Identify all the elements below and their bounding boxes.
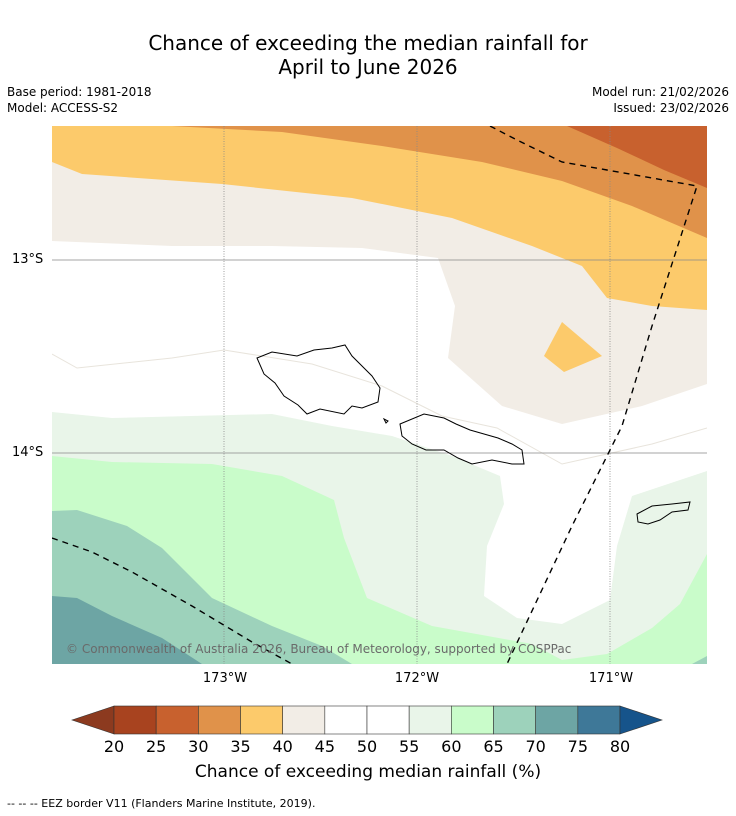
contour-65-70-east [692, 656, 707, 664]
map-title-line-2: April to June 2026 [278, 55, 458, 79]
island-upolu [399, 413, 525, 465]
colorbar-cell-55-60 [408, 705, 452, 735]
lon-label-171w: 171°W [588, 671, 634, 686]
lat-label-13s: 13°S [12, 252, 44, 267]
graticule [52, 126, 707, 664]
colorbar-tick-20: 20 [103, 737, 125, 756]
contour-70-75 [52, 596, 202, 664]
copyright-notice: © Commonwealth of Australia 2026, Bureau… [66, 642, 571, 656]
contour-35-40 [172, 126, 707, 238]
colorbar-over-arrow [619, 705, 663, 735]
base-period: Base period: 1981-2018 [7, 85, 152, 99]
colorbar-tick-55: 55 [398, 737, 420, 756]
colorbar-tick-45: 45 [314, 737, 336, 756]
eez-footnote: -- -- -- EEZ border V11 (Flanders Marine… [7, 797, 316, 810]
colorbar-tick-75: 75 [567, 737, 589, 756]
colorbar-label: Chance of exceeding median rainfall (%) [194, 762, 542, 782]
colorbar-tick-40: 40 [272, 737, 293, 756]
colorbar-cell-40-45 [282, 705, 326, 735]
rainfall-map: © Commonwealth of Australia 2026, Bureau… [52, 126, 707, 664]
colorbar-tick-30: 30 [188, 737, 209, 756]
colorbar-tick-65: 65 [483, 737, 504, 756]
colorbar-cell-20-25 [113, 705, 157, 735]
colorbar-cell-75-80 [577, 705, 621, 735]
eez-border-east [489, 126, 698, 664]
contour-30-35 [567, 126, 707, 188]
issued-date: Issued: 23/02/2026 [613, 101, 729, 115]
colorbar-tick-70: 70 [525, 737, 546, 756]
colorbar-cell-45-50 [324, 705, 368, 735]
island-manono [382, 417, 389, 424]
model-name: Model: ACCESS-S2 [7, 101, 119, 115]
contour-45-50-west [52, 349, 707, 465]
lat-label-14s: 14°S [12, 445, 44, 460]
colorbar-cell-35-40 [240, 705, 283, 735]
colorbar-cell-60-65 [451, 705, 494, 735]
contour-40-45-patch [544, 322, 602, 372]
colorbar-under-arrow [71, 705, 115, 735]
lon-label-173w: 173°W [202, 671, 248, 686]
colorbar-tick-80: 80 [609, 737, 631, 756]
colorbar-cell-25-30 [155, 705, 199, 735]
colorbar-tick-25: 25 [145, 737, 167, 756]
islands [256, 344, 691, 525]
eez-border [52, 126, 698, 664]
island-savaii [256, 344, 381, 415]
colorbar-cell-65-70 [493, 705, 536, 735]
model-run: Model run: 21/02/2026 [591, 85, 729, 99]
eez-border-southwest [52, 537, 293, 664]
colorbar-tick-50: 50 [356, 737, 378, 756]
island-tutuila [636, 501, 691, 525]
colorbar [71, 705, 663, 735]
colorbar-cell-30-35 [198, 705, 241, 735]
colorbar-cell-50-55 [366, 705, 410, 735]
colorbar-cell-70-75 [535, 705, 579, 735]
lon-label-172w: 172°W [394, 671, 440, 686]
map-title-line-1: Chance of exceeding the median rainfall … [148, 31, 588, 55]
colorbar-tick-35: 35 [230, 737, 251, 756]
colorbar-tick-60: 60 [441, 737, 462, 756]
